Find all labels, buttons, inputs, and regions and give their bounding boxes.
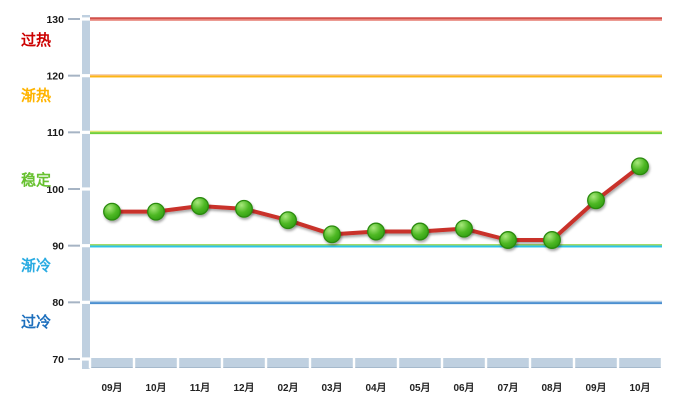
data-point-marker-10月-1[interactable] [147,202,165,221]
y-axis-tick-gap [81,187,91,191]
data-point-marker-10月-12[interactable] [631,157,649,176]
x-axis-segment-gap [440,357,444,369]
y-axis-tick-dash [68,301,80,304]
zone-label-0: 过热 [21,31,51,49]
y-axis-tick-label: 120 [46,70,64,82]
threshold-line-80-highlight [90,300,662,303]
threshold-line-110-highlight [90,130,662,133]
y-axis-tick-dash [68,244,80,247]
y-axis-tick-gap [81,300,91,304]
y-axis-tick-dash [68,188,80,190]
zone-label-3: 渐冷 [21,257,51,275]
data-point-marker-02月-4[interactable] [279,211,297,230]
y-axis-tick-label: 70 [52,354,64,366]
y-axis-tick-dash [68,18,80,20]
threshold-line-120-highlight [90,74,662,76]
x-axis-segment-gap [176,357,180,369]
x-axis-bar [90,358,662,368]
data-point-marker-03月-5[interactable] [323,225,341,244]
x-axis-segment-gap [220,357,224,369]
x-axis-segment-gap [572,357,576,369]
data-point-marker-07月-9[interactable] [499,231,517,249]
x-axis-month-label: 04月 [365,382,386,394]
y-axis-tick-dash [68,358,80,360]
x-axis-segment-gap [264,357,268,369]
data-point-marker-09月-11[interactable] [587,191,605,210]
zone-label-1: 渐热 [21,87,51,105]
y-axis-bar [82,15,90,369]
data-point-marker-09月-0[interactable] [103,202,121,221]
y-axis-tick-gap [81,74,91,78]
threshold-line-120 [90,75,662,78]
x-axis-month-label: 07月 [497,382,518,394]
x-axis-month-label: 08月 [541,382,562,394]
threshold-line-90-highlight [90,244,662,246]
data-point-marker-08月-10[interactable] [543,231,561,249]
x-axis-month-label: 06月 [453,382,474,394]
x-axis-month-label: 09月 [585,382,606,394]
x-axis-month-label: 12月 [233,382,254,394]
data-point-marker-04月-6[interactable] [367,222,385,241]
x-axis-segment-gap [132,357,136,369]
x-axis-segment-gap [660,357,664,369]
x-axis-segment-gap [484,357,488,369]
x-axis-bar-edge [90,367,662,368]
y-axis-tick-label: 80 [52,297,64,309]
data-point-marker-11月-2[interactable] [191,197,209,215]
x-axis-segment-gap [88,357,92,369]
x-axis-month-label: 10月 [145,382,166,394]
zone-label-2: 稳定 [21,171,51,189]
y-axis-tick-label: 100 [46,184,64,196]
y-axis-tick-gap [81,357,91,361]
x-axis-segment-gap [616,357,620,369]
zone-label-4: 过冷 [21,313,51,331]
y-axis-tick-dash [68,131,80,134]
y-axis-tick-label: 90 [52,240,64,252]
data-point-marker-06月-8[interactable] [455,219,473,238]
y-axis-tick-gap [81,244,91,248]
data-point-marker-05月-7[interactable] [411,222,429,241]
x-axis-month-label: 11月 [190,382,211,394]
x-axis-segment-gap [308,357,312,369]
x-axis-month-label: 10月 [629,382,650,394]
y-axis-tick-label: 110 [47,127,64,139]
x-axis-month-label: 03月 [321,382,342,394]
x-axis-month-label: 02月 [277,382,298,394]
y-axis-tick-gap [81,17,91,21]
data-point-marker-12月-3[interactable] [235,199,253,218]
threshold-line-130 [90,18,662,21]
x-axis-segment-gap [396,357,400,369]
y-axis-tick-label: 130 [46,14,64,26]
threshold-line-80 [90,302,662,305]
y-axis-tick-gap [81,130,91,134]
x-axis-month-label: 05月 [409,382,430,394]
threshold-line-110 [90,132,662,135]
y-axis-tick-dash [68,74,80,77]
threshold-line-130-highlight [90,17,662,19]
x-axis-month-label: 09月 [101,382,122,394]
x-axis-segment-gap [528,357,532,369]
x-axis-segment-gap [352,357,356,369]
threshold-line-90 [90,245,662,248]
